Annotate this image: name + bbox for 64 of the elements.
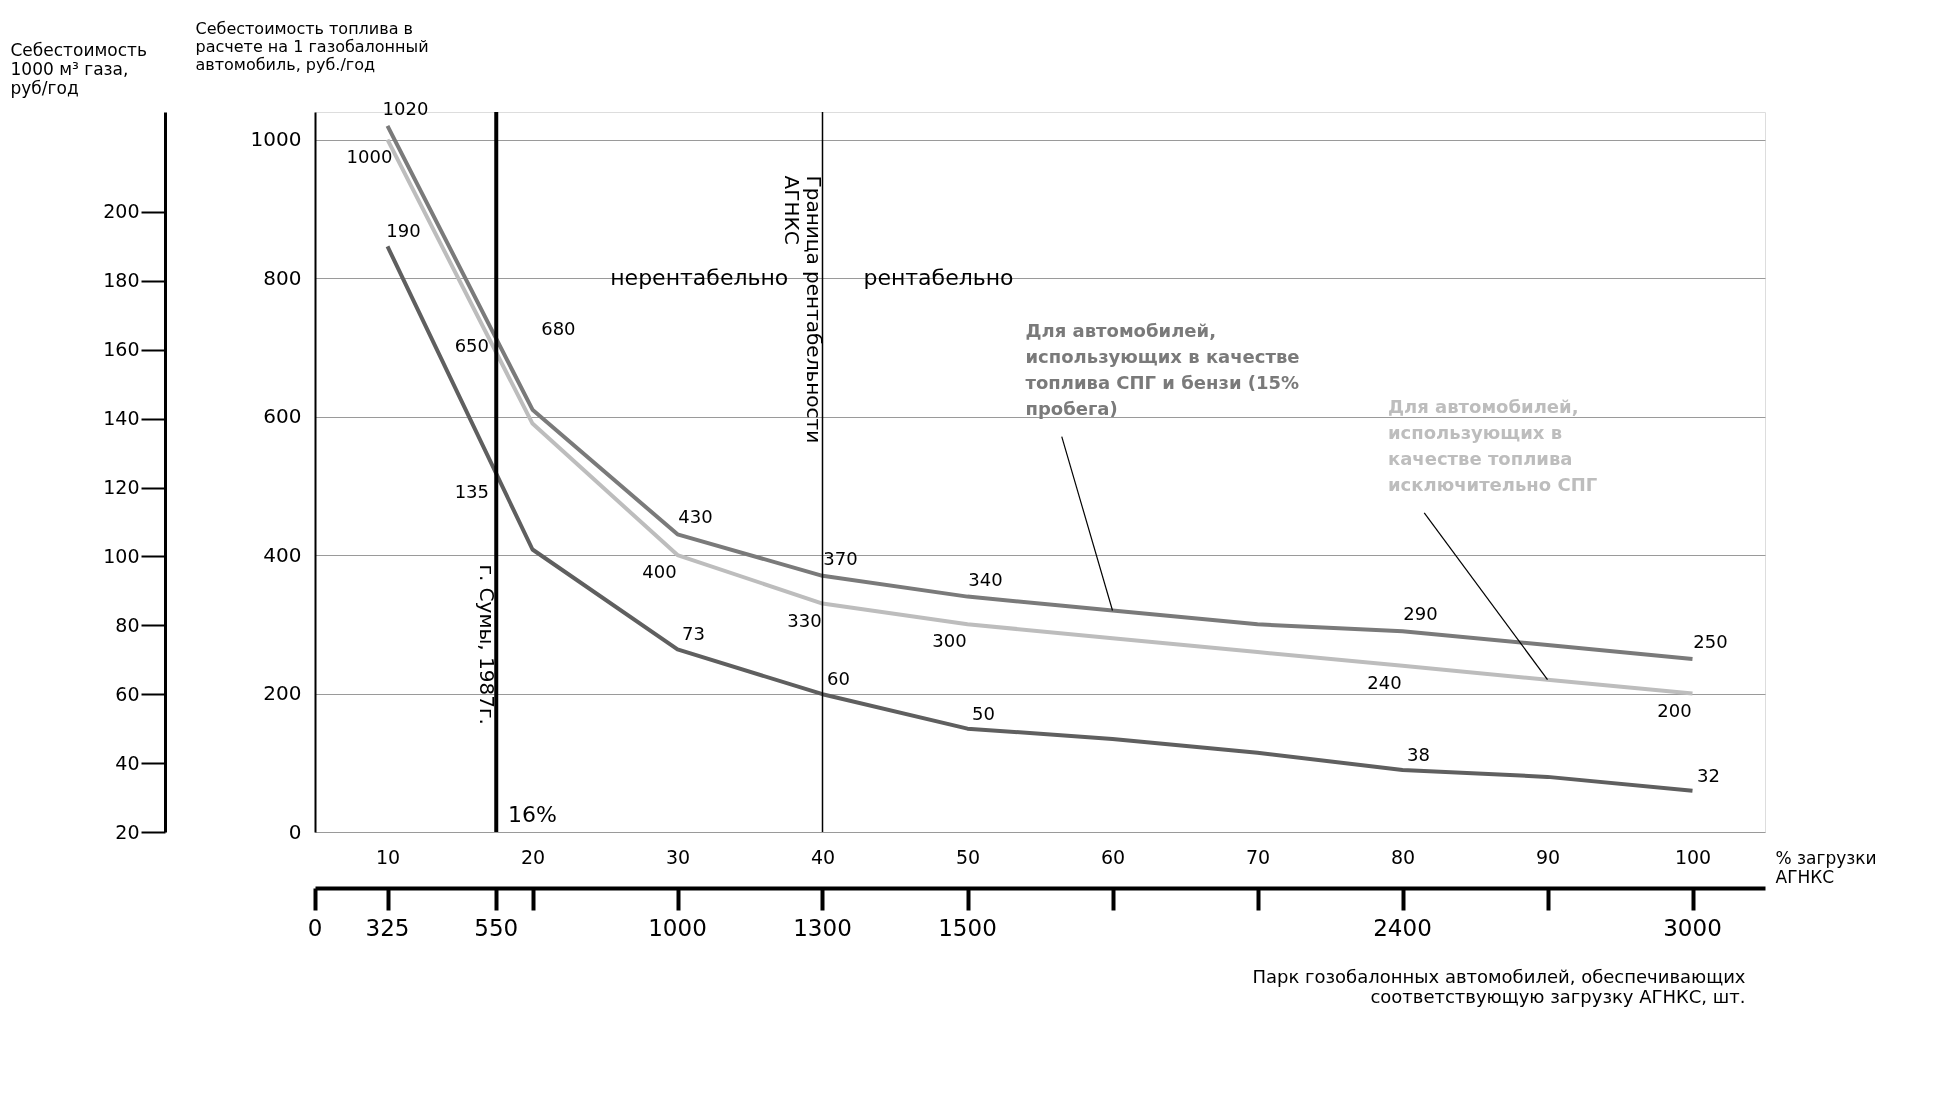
x-tick-label: 100 [1674,845,1712,868]
text: 325 [365,915,410,941]
text: Для автомобилей, использующих в качестве топлива СПГ и бензи (15% пробега) [1025,320,1300,420]
ref-line-label: г. Сумы, 1987г. [475,564,500,725]
y-tick-label: 600 [263,404,302,429]
x-tick-label: 30 [665,845,691,868]
text: 2400 [1373,915,1432,941]
y2-tick-label: 160 [103,338,140,361]
y-tick-label: 800 [263,265,302,290]
y2-tick-label: 180 [103,269,140,292]
x-tick-label: 50 [955,845,981,868]
x-tick-label: 40 [810,845,836,868]
data-label: 1000 [346,145,393,167]
data-label: 340 [968,568,1003,590]
text: 550 [474,915,519,941]
text: 1500 [938,915,997,941]
data-label: 250 [1693,630,1728,652]
data-label: 370 [823,547,858,569]
y2-axis-title: Себестоимость 1000 м³ газа, руб/год [10,39,147,98]
data-label: 330 [787,609,822,631]
data-label: 200 [1657,699,1692,721]
data-label: 300 [932,630,967,652]
annotation: 16% [508,801,557,827]
x-tick-label: 80 [1390,845,1416,868]
text: 3000 [1663,915,1722,941]
x-tick-label: 70 [1245,845,1271,868]
data-label: 50 [972,702,995,724]
y2-tick-label: 140 [103,407,140,430]
data-label: 60 [827,668,850,690]
data-label: 290 [1403,603,1438,625]
annotation: 135 [454,480,489,502]
y-tick-label: 1000 [250,127,302,152]
y2-tick-label: 100 [103,544,140,567]
text: Для автомобилей, использующих в качестве топлива исключительно СПГ [1388,396,1598,496]
y2-tick-label: 60 [115,682,140,705]
x-axis-title: % загрузки АГНКС [1775,847,1877,887]
y2-tick-label: 200 [103,200,140,223]
x-tick-label: 20 [520,845,546,868]
y-tick-label: 400 [263,542,302,567]
data-label: 73 [682,623,705,645]
annotation: 680 [541,318,576,340]
data-label: 190 [386,220,421,242]
y-tick-label: 200 [263,681,302,706]
data-label: 1020 [382,97,429,119]
text: 1000 [648,915,707,941]
y2-tick-label: 40 [115,751,140,774]
x2-axis-title: Парк гозобалонных автомобилей, обеспечивающих соответствующую загрузку АГНКС, шт. [1252,965,1746,1007]
text: 0 [307,915,323,941]
y2-tick-label: 80 [115,613,140,636]
x-tick-label: 10 [375,845,401,868]
y-tick-label: 0 [288,819,302,844]
x-tick-label: 60 [1100,845,1126,868]
data-label: 32 [1697,764,1720,786]
data-label: 400 [642,561,677,583]
data-label: 430 [678,506,713,528]
data-label: 240 [1367,671,1402,693]
annotation: 650 [454,335,489,357]
text: 1300 [793,915,852,941]
x-tick-label: 90 [1535,845,1561,868]
y2-tick-label: 20 [115,820,140,843]
y2-tick-label: 120 [103,476,140,498]
y-axis-title: Себестоимость топлива в расчете на 1 газобалонный автомобиль, руб./год [195,18,429,74]
annotation: рентабельно [863,265,1014,291]
data-label: 38 [1407,743,1430,765]
